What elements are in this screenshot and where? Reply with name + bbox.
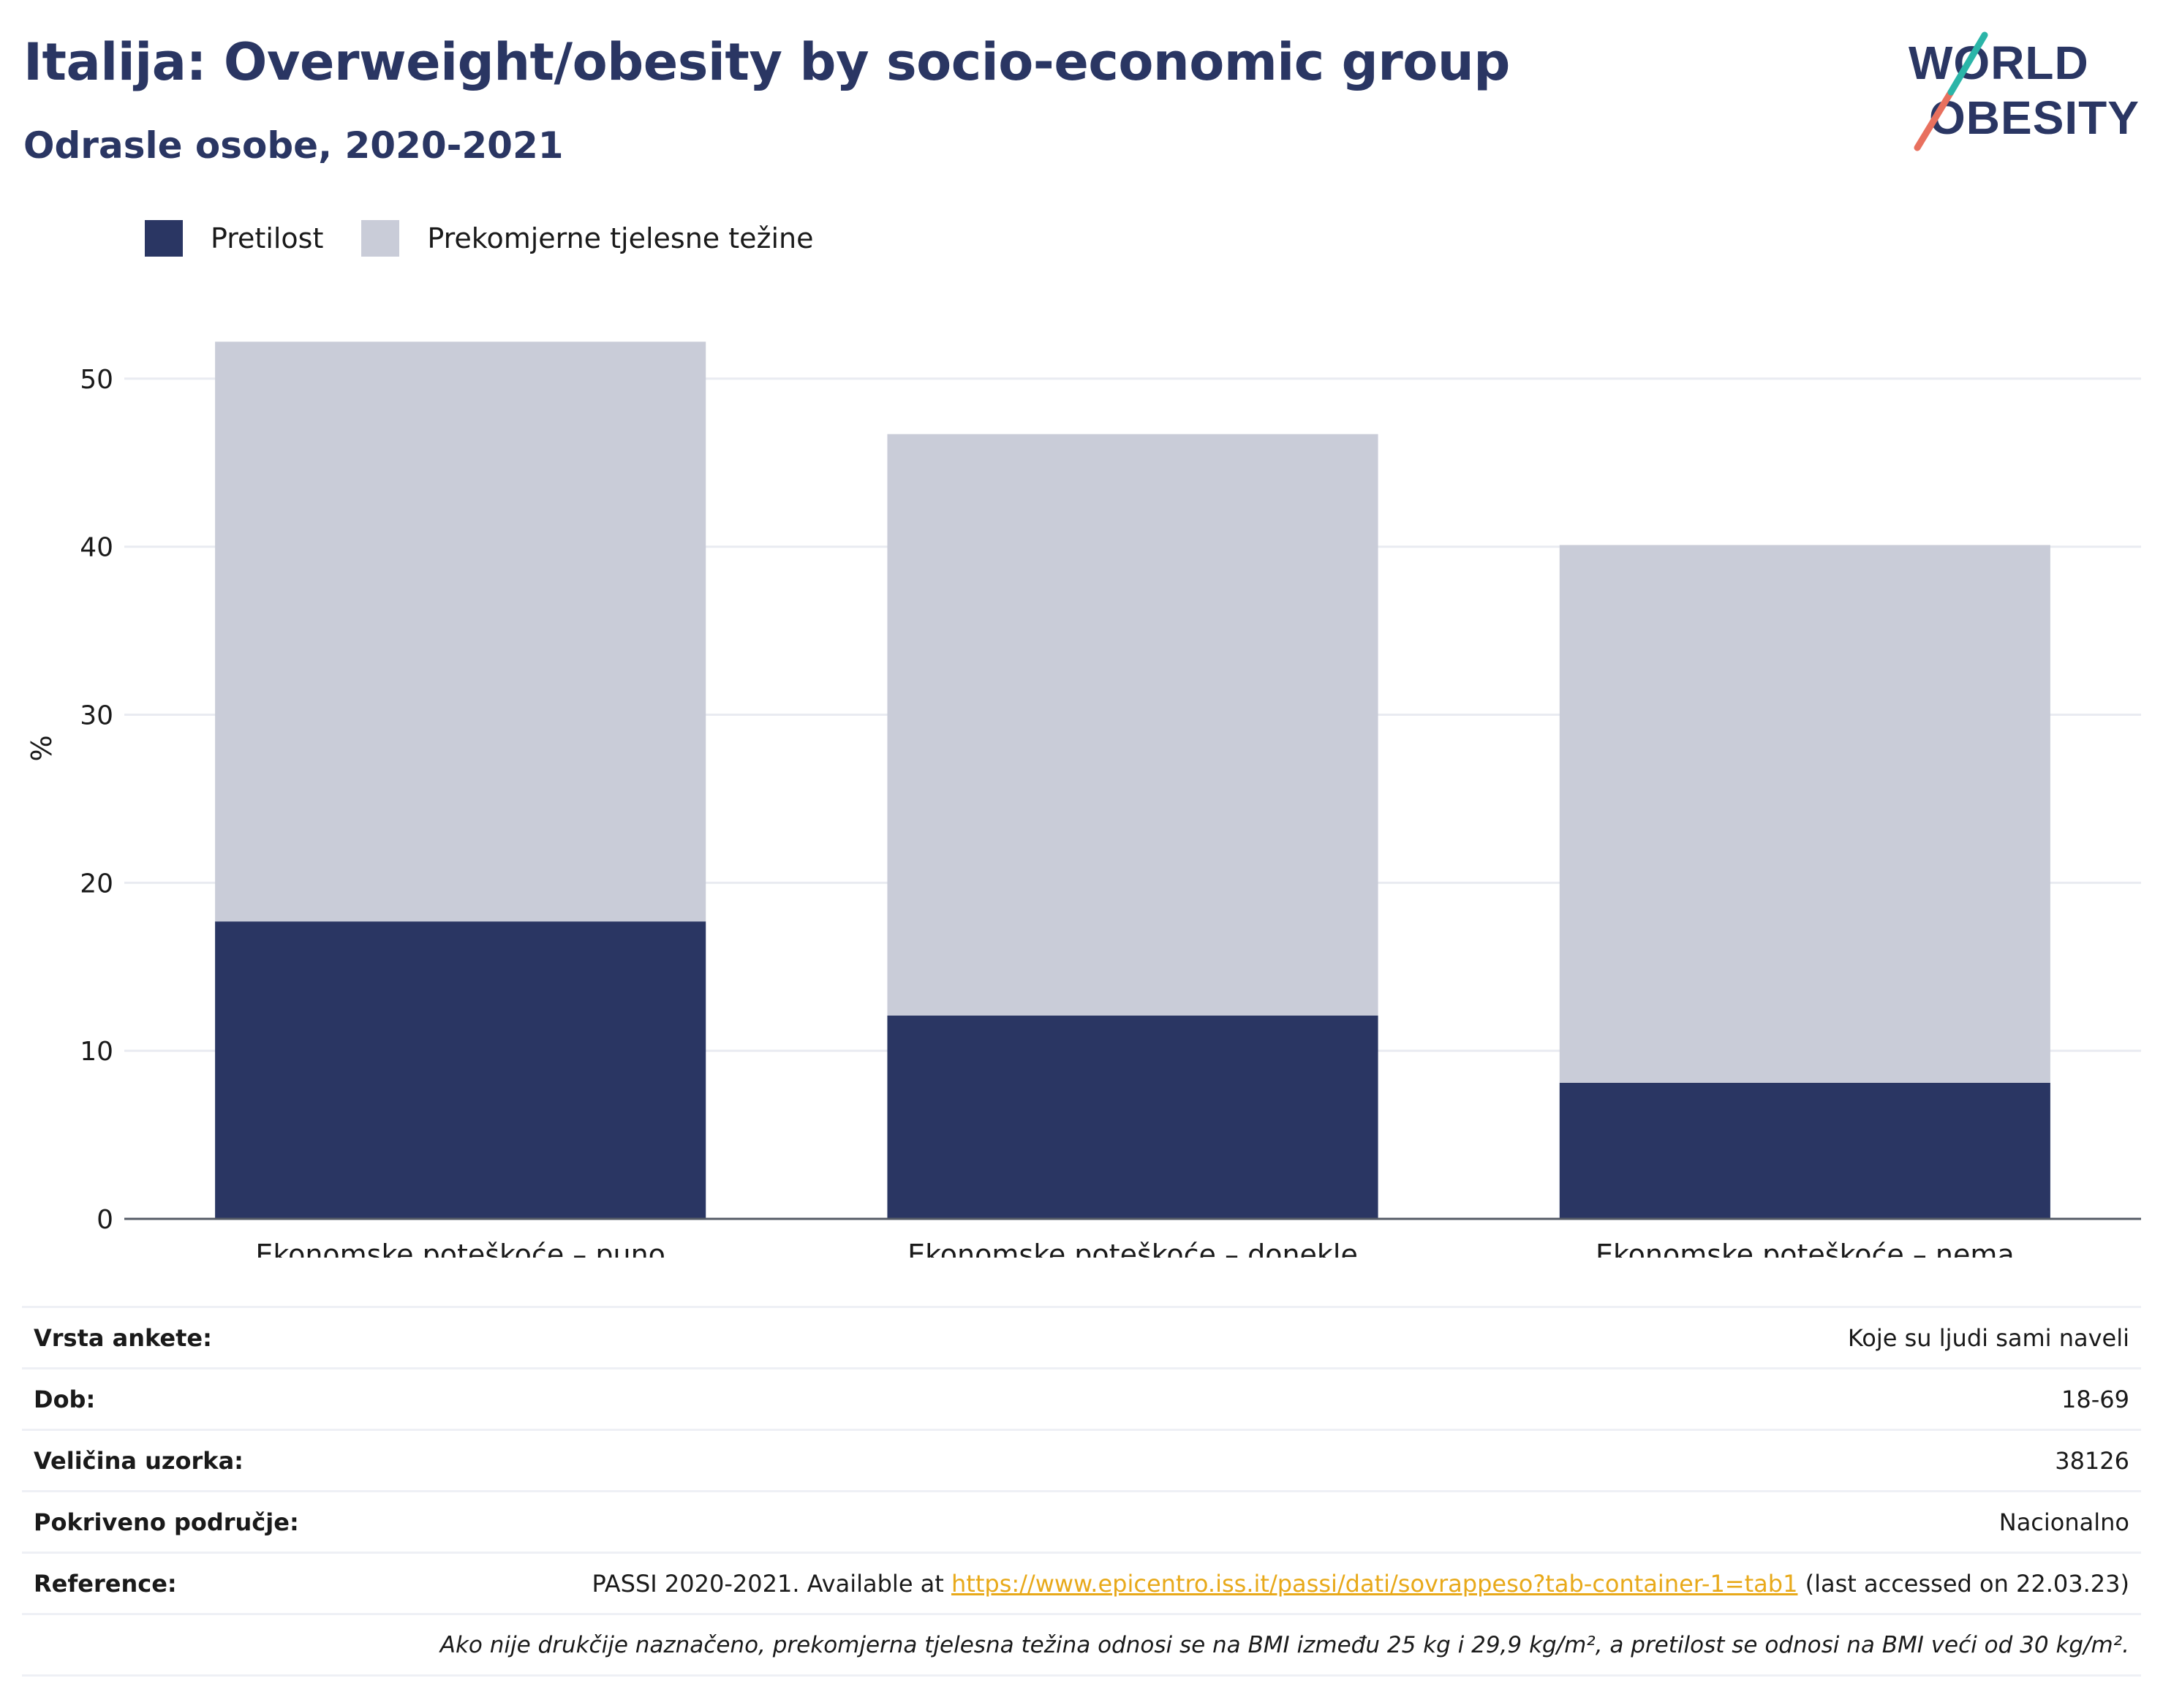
svg-text:WORLD: WORLD — [1909, 37, 2089, 89]
meta-key: Veličina uzorka: — [34, 1446, 244, 1475]
meta-value: Nacionalno — [1998, 1508, 2129, 1536]
bar-segment-prekomjerne — [887, 434, 1378, 1016]
world-obesity-logo: WORLD OBESITY — [1909, 31, 2140, 151]
legend-label: Pretilost — [211, 222, 324, 254]
legend-label: Prekomjerne tjelesne težine — [427, 222, 814, 254]
bar-segment-prekomjerne — [1559, 545, 2050, 1083]
meta-key: Reference: — [34, 1569, 177, 1598]
y-tick-label: 10 — [80, 1037, 113, 1067]
reference-prefix: PASSI 2020-2021. Available at — [592, 1569, 951, 1598]
reference-value: PASSI 2020-2021. Available at https://ww… — [592, 1570, 2129, 1598]
meta-key: Dob: — [34, 1385, 96, 1413]
bar-segment-pretilost — [215, 921, 706, 1219]
y-tick-label: 0 — [97, 1205, 113, 1235]
footnote: Ako nije drukčije naznačeno, prekomjerna… — [22, 1613, 2141, 1677]
meta-key: Pokriveno područje: — [34, 1508, 299, 1536]
page-title: Italija: Overweight/obesity by socio-eco… — [23, 32, 1510, 92]
legend-swatch-pretilost — [145, 220, 183, 257]
x-tick-label: Ekonomske poteškoće – puno — [255, 1239, 665, 1258]
y-axis-title: % — [26, 735, 58, 761]
reference-suffix: (last accessed on 22.03.23) — [1797, 1569, 2129, 1598]
legend-swatch-prekomjerne — [361, 220, 400, 257]
meta-key: Vrsta ankete: — [34, 1323, 212, 1352]
meta-row: Vrsta ankete: Koje su ljudi sami naveli — [22, 1306, 2141, 1367]
x-tick-label: Ekonomske poteškoće – donekle — [907, 1239, 1358, 1258]
bar-segment-pretilost — [1559, 1082, 2050, 1219]
reference-link[interactable]: https://www.epicentro.iss.it/passi/dati/… — [951, 1569, 1798, 1598]
y-tick-label: 20 — [80, 869, 113, 899]
meta-value: Koje su ljudi sami naveli — [1847, 1323, 2129, 1352]
x-tick-label: Ekonomske poteškoće – nema — [1596, 1239, 2015, 1258]
meta-row: Dob: 18-69 — [22, 1367, 2141, 1429]
bar-segment-prekomjerne — [215, 341, 706, 922]
bar-segment-pretilost — [887, 1015, 1378, 1219]
chart-legend: Pretilost Prekomjerne tjelesne težine — [145, 216, 852, 260]
legend-item-prekomjerne[interactable]: Prekomjerne tjelesne težine — [361, 220, 814, 257]
meta-row: Veličina uzorka: 38126 — [22, 1429, 2141, 1490]
page-subtitle: Odrasle osobe, 2020-2021 — [23, 124, 564, 167]
y-tick-label: 30 — [80, 701, 113, 731]
stacked-bar-chart: 0 10 20 30 40 50% Ekonomske poteškoće – puno Ek… — [26, 341, 2141, 1258]
metadata-table: Vrsta ankete: Koje su ljudi sami naveli … — [22, 1306, 2141, 1677]
meta-row-reference: Reference: PASSI 2020-2021. Available at… — [22, 1552, 2141, 1613]
y-tick-label: 40 — [80, 533, 113, 563]
meta-value: 18-69 — [2061, 1385, 2129, 1413]
y-tick-label: 50 — [80, 365, 113, 395]
meta-value: 38126 — [2055, 1446, 2129, 1475]
svg-text:OBESITY: OBESITY — [1929, 91, 2140, 144]
meta-row: Pokriveno područje: Nacionalno — [22, 1490, 2141, 1552]
legend-item-pretilost[interactable]: Pretilost — [145, 220, 323, 257]
